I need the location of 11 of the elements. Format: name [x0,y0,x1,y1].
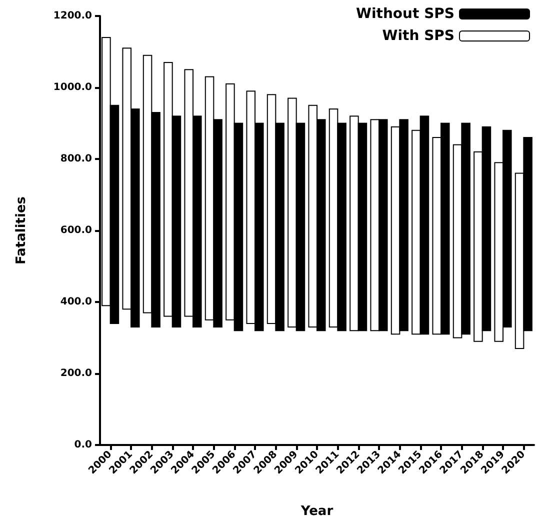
y-tick-label: 1200.0 [53,10,92,22]
x-axis-title: Year [300,504,334,519]
y-tick-label: 600.0 [60,225,92,236]
y-tick-label: 200.0 [60,368,92,379]
y-tick-label: 0.0 [74,440,92,450]
legend-label: With SPS [382,28,454,44]
y-tick-label: 400.0 [60,296,92,308]
y-tick-label: 1000.0 [53,82,92,93]
legend-label: Without SPS [356,6,454,22]
y-axis-title: Fatalities [14,196,29,265]
y-tick-label: 800.0 [60,154,92,164]
